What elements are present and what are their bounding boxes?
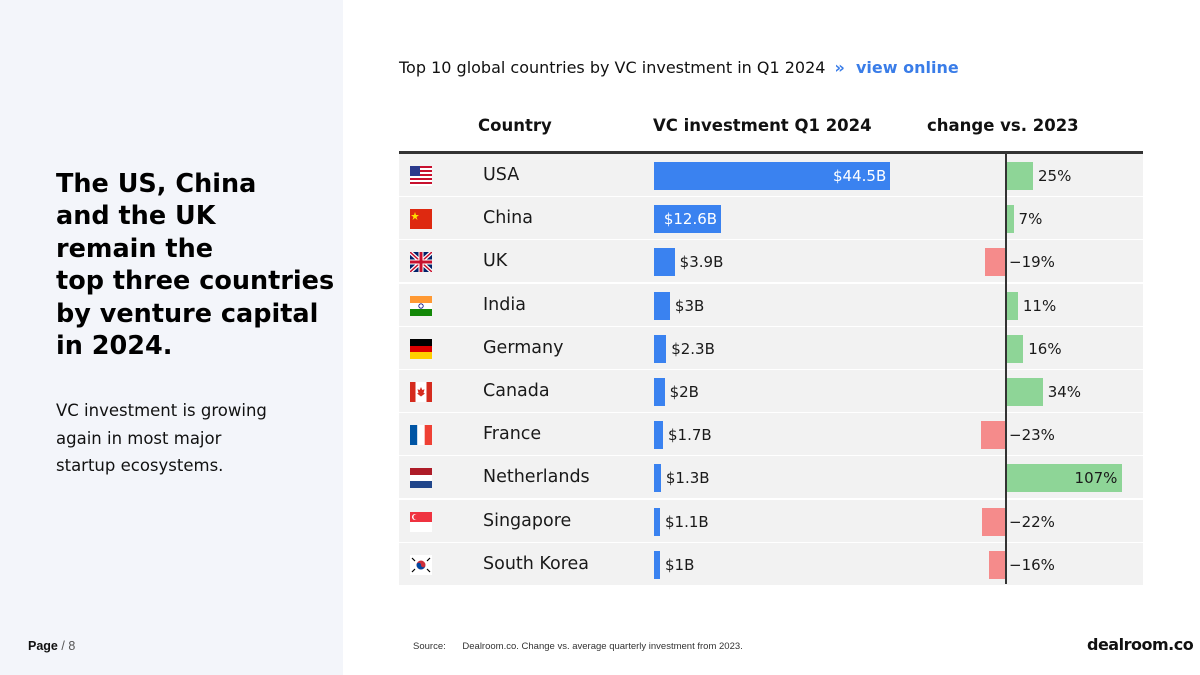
country-name: China — [483, 208, 533, 229]
source-text: Dealroom.co. Change vs. average quarterl… — [462, 641, 743, 652]
change-bar — [981, 421, 1006, 450]
investment-bar — [654, 550, 660, 579]
dealroom-logo: dealroom.co — [1087, 635, 1194, 654]
country-name: Netherlands — [483, 467, 590, 488]
headline-line: The US, China — [56, 169, 257, 199]
table-row: USA $44.5B 25% — [399, 154, 1143, 197]
change-label: −22% — [1009, 512, 1055, 531]
gb-flag-icon — [408, 250, 434, 274]
change-bar — [1006, 205, 1014, 234]
change-bar — [988, 550, 1006, 579]
subtext-line: startup ecosystems. — [56, 456, 224, 475]
change-label: 7% — [1018, 210, 1043, 229]
change-label: 16% — [1028, 339, 1062, 358]
change-bar — [1006, 464, 1122, 493]
headline-line: remain the — [56, 233, 214, 264]
column-header-country: Country — [478, 116, 552, 135]
country-name: Germany — [483, 337, 564, 358]
investment-label: $3.9B — [679, 253, 724, 272]
country-name: India — [483, 294, 526, 315]
investment-bar — [654, 162, 890, 190]
change-bar — [985, 248, 1006, 277]
subtext-line: again in most major — [56, 428, 222, 448]
page-label: Page — [28, 639, 58, 653]
chevron-right-icon: » — [834, 58, 845, 77]
chart-title-text: Top 10 global countries by VC investment… — [399, 58, 826, 77]
page-indicator: Page / 8 — [28, 639, 75, 653]
table-row: Germany $2.3B 16% — [399, 326, 1143, 370]
investment-bar — [654, 291, 670, 320]
investment-bar — [654, 334, 667, 363]
change-bar — [1006, 291, 1018, 320]
column-header-change: change vs. 2023 — [927, 116, 1079, 135]
table-row: Netherlands $1.3B 107% — [399, 456, 1143, 500]
cn-flag-icon — [410, 209, 432, 230]
change-label: 107% — [1074, 469, 1118, 488]
change-label: 34% — [1047, 383, 1082, 401]
country-name: USA — [483, 165, 520, 185]
country-name: Canada — [483, 381, 550, 401]
table-row: South Korea $1B −16% — [399, 542, 1143, 586]
change-bar — [1006, 334, 1024, 363]
investment-bar — [654, 507, 660, 536]
change-label: −19% — [1009, 253, 1055, 272]
change-label: 11% — [1022, 296, 1057, 315]
investment-label: $3B — [674, 296, 705, 315]
sg-flag-icon — [410, 511, 432, 532]
table-row: Singapore $1.1B −22% — [399, 499, 1143, 543]
table-row: UK $3.9B −19% — [399, 240, 1143, 284]
country-name: Singapore — [483, 510, 572, 531]
change-bar — [1006, 162, 1033, 190]
source-note: Source: Dealroom.co. Change vs. average … — [413, 641, 743, 652]
headline: The US, China and the UK remain the top … — [56, 168, 335, 362]
headline-line: in 2024. — [56, 331, 173, 362]
country-name: UK — [483, 251, 508, 272]
headline-line: by venture capital — [56, 298, 319, 329]
fr-flag-icon — [410, 425, 432, 446]
investment-bar — [654, 421, 664, 450]
chart-rows: USA $44.5B 25% China $12.6B 7% UK $3.9B −19% Indi… — [399, 154, 1143, 586]
subtext: VC investment is growing again in most m… — [56, 397, 296, 480]
investment-label: $2B — [669, 383, 699, 401]
investment-label: $12.6B — [663, 210, 718, 229]
header-divider — [399, 151, 1143, 154]
column-header-investment: VC investment Q1 2024 — [653, 116, 872, 135]
page-count: / 8 — [61, 639, 76, 653]
subtext-line: VC investment is growing — [56, 401, 267, 420]
investment-label: $2.3B — [671, 339, 715, 358]
investment-bar — [654, 464, 661, 493]
headline-line: and the UK — [56, 201, 216, 232]
nl-flag-icon — [410, 468, 432, 489]
ca-flag-icon — [410, 382, 432, 402]
change-label: 25% — [1038, 167, 1072, 185]
change-label: −16% — [1009, 555, 1055, 574]
table-row: France $1.7B −23% — [399, 413, 1143, 457]
country-name: South Korea — [483, 553, 590, 574]
source-label: Source: — [413, 641, 446, 652]
investment-bar — [654, 378, 665, 406]
left-panel: The US, China and the UK remain the top … — [0, 0, 343, 675]
investment-label: $1.3B — [665, 469, 710, 488]
investment-label: $1.1B — [665, 512, 709, 531]
investment-label: $1.7B — [668, 426, 712, 445]
investment-bar — [654, 205, 721, 234]
change-zero-axis — [1005, 154, 1007, 584]
view-online-link[interactable]: view online — [855, 58, 959, 77]
change-bar — [1006, 378, 1043, 406]
investment-bar — [654, 248, 675, 277]
table-row: China $12.6B 7% — [399, 197, 1143, 241]
chart-title: Top 10 global countries by VC investment… — [399, 58, 959, 77]
change-label: −23% — [1009, 426, 1055, 445]
table-row: India $3B 11% — [399, 283, 1143, 327]
kr-flag-icon — [410, 554, 432, 575]
investment-label: $1B — [665, 555, 695, 574]
table-row: Canada $2B 34% — [399, 370, 1143, 413]
de-flag-icon — [410, 338, 432, 359]
change-bar — [982, 507, 1006, 536]
us-flag-icon — [410, 166, 432, 186]
in-flag-icon — [410, 295, 432, 316]
country-name: France — [483, 424, 542, 445]
investment-label: $44.5B — [833, 167, 887, 185]
headline-line: top three countries — [56, 266, 335, 297]
